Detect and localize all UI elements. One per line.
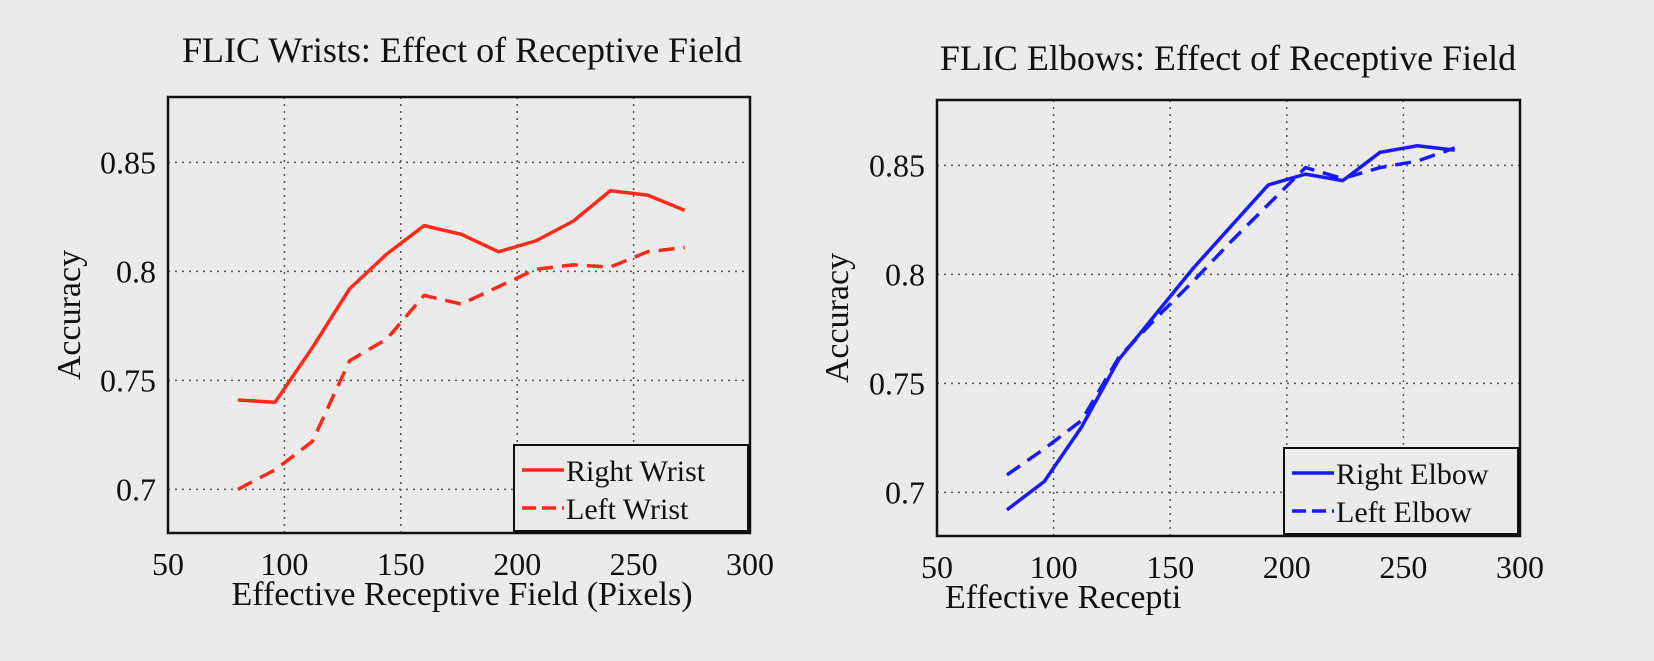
chart-title: FLIC Wrists: Effect of Receptive Field [182,30,742,70]
x-tick-label: 300 [726,546,774,582]
y-tick-label: 0.8 [885,256,925,292]
y-axis-label: Accuracy [819,253,856,383]
x-tick-label: 250 [610,546,658,582]
x-axis-label: Effective Recepti [945,579,1181,616]
legend-box [1283,447,1519,535]
y-tick-label: 0.85 [869,147,925,183]
legend-label-1: Left Elbow [1336,496,1472,529]
x-tick-label: 150 [377,546,425,582]
x-tick-label: 50 [152,546,184,582]
chart-0: 50 100 150 200 250 300 0.7 0.75 0.8 0.85 FLIC Wris… [51,30,774,613]
y-axis-label: Accuracy [51,250,88,380]
series-line-0 [1005,144,1455,512]
axes-frame [935,98,1522,538]
legend-box [513,444,749,532]
x-tick-label: 200 [493,546,541,582]
x-tick-label: 100 [1030,549,1078,585]
legend-label-1: Left Wrist [566,493,689,526]
legend-label-0: Right Elbow [1336,458,1489,491]
y-tick-label: 0.75 [869,365,925,401]
legend: Right Elbow Left Elbow [1283,447,1519,535]
x-tick-label: 250 [1379,549,1427,585]
y-tick-label: 0.8 [116,253,156,289]
y-tick-label: 0.7 [885,474,925,510]
y-tick-label: 0.75 [100,362,156,398]
x-tick-label: 150 [1146,549,1194,585]
x-tick-label: 100 [260,546,308,582]
x-tick-label: 300 [1496,549,1544,585]
x-axis-label: Effective Receptive Field (Pixels) [231,576,692,613]
legend: Right Wrist Left Wrist [513,444,749,532]
series-line-1 [1005,146,1456,477]
legend-label-0: Right Wrist [566,455,706,488]
chart-title: FLIC Elbows: Effect of Receptive Field [940,38,1516,78]
x-tick-label: 200 [1263,549,1311,585]
series-line-0 [237,188,686,404]
axes-frame [166,95,752,535]
chart-1: 50 100 150 200 250 300 0.7 0.75 0.8 0.85 FLIC Elbo… [819,38,1544,616]
series-line-1 [237,245,686,491]
x-tick-label: 50 [921,549,953,585]
y-tick-label: 0.85 [100,144,156,180]
y-tick-label: 0.7 [116,471,156,507]
